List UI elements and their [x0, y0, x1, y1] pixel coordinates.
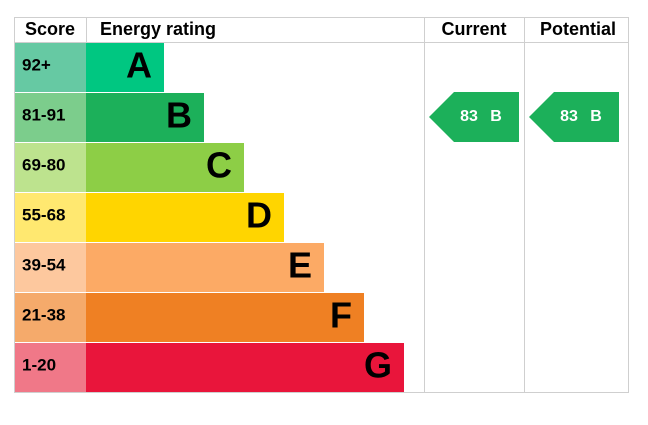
score-cell: [15, 143, 86, 192]
potential-arrow: [529, 92, 619, 142]
rating-bar: [86, 293, 364, 342]
score-cell: [15, 193, 86, 242]
rating-bar: [86, 193, 284, 242]
score-cell: [15, 93, 86, 142]
rating-bar: [86, 243, 324, 292]
rating-bar: [86, 343, 404, 392]
rating-bar: [86, 43, 164, 92]
score-cell: [15, 243, 86, 292]
score-cell: [15, 293, 86, 342]
rating-bar: [86, 143, 244, 192]
current-band: B: [490, 108, 502, 125]
score-label: 55-68: [22, 205, 65, 224]
rating-bar: [86, 93, 204, 142]
header-score: Score: [25, 19, 75, 39]
band-letter: A: [126, 45, 152, 86]
band-letter: C: [206, 145, 232, 186]
grid: [14, 17, 629, 393]
potential-value: 83: [560, 108, 578, 125]
header-potential: Potential: [540, 19, 616, 39]
band-letter: B: [166, 95, 192, 136]
band-letter: G: [364, 345, 392, 386]
current-value: 83: [460, 108, 478, 125]
band-letter: D: [246, 195, 272, 236]
score-cell: [15, 43, 86, 92]
band-letter: F: [330, 295, 352, 336]
score-label: 92+: [22, 55, 51, 74]
score-label: 21-38: [22, 305, 65, 324]
current-arrow: [429, 92, 519, 142]
frame: [14, 17, 629, 393]
potential-band: B: [590, 108, 602, 125]
header-rating: Energy rating: [100, 19, 216, 39]
score-label: 1-20: [22, 355, 56, 374]
band-letter: E: [288, 245, 312, 286]
score-label: 39-54: [22, 255, 66, 274]
score-label: 69-80: [22, 155, 65, 174]
header-current: Current: [441, 19, 506, 39]
score-label: 81-91: [22, 105, 65, 124]
score-cell: [15, 343, 86, 392]
